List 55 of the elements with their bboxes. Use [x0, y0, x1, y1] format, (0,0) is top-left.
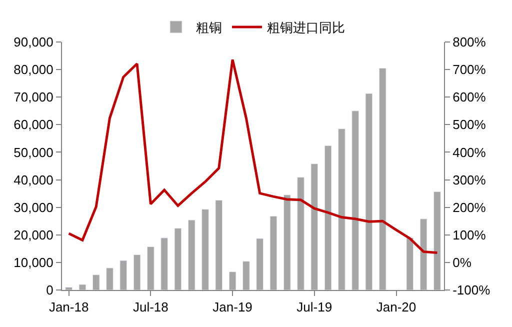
- y2-tick-label: 100%: [452, 227, 486, 242]
- bar: [78, 284, 86, 290]
- y-tick-label: 30,000: [14, 200, 54, 215]
- y-tick-label: 20,000: [14, 227, 54, 242]
- y-tick-label: 80,000: [14, 62, 54, 78]
- x-tick-label: Jul-19: [296, 300, 332, 315]
- bar: [106, 268, 114, 290]
- bar: [202, 209, 209, 290]
- y2-tick-label: 200%: [452, 200, 486, 215]
- y2-tick-label: 0%: [452, 254, 472, 270]
- y-tick-label: 60,000: [14, 117, 54, 132]
- bar: [147, 246, 154, 290]
- bar: [378, 68, 386, 290]
- bar: [188, 220, 196, 290]
- bar: [65, 286, 72, 290]
- y2-tick-label: 800%: [452, 34, 486, 50]
- bar: [434, 191, 441, 290]
- bar: [297, 177, 304, 290]
- legend-label: 粗铜进口同比: [267, 20, 345, 36]
- bar: [338, 128, 346, 290]
- x-tick-label: Jul-18: [132, 300, 168, 315]
- line-series: [68, 58, 438, 254]
- y2-tick-label: 500%: [452, 117, 486, 132]
- bar: [270, 216, 278, 290]
- bar: [406, 237, 414, 290]
- bar: [283, 194, 291, 290]
- x-tick-label: Jan-20: [376, 300, 416, 315]
- x-tick-label: Jan-18: [48, 300, 89, 315]
- y2-tick-label: -100%: [452, 282, 491, 298]
- bar: [160, 238, 168, 290]
- bar: [174, 228, 182, 290]
- bar: [324, 145, 332, 290]
- bar: [92, 274, 100, 290]
- y-tick-label: 70,000: [14, 90, 54, 105]
- bar: [310, 164, 318, 290]
- legend-label: 粗铜: [196, 20, 222, 36]
- y-tick-label: 40,000: [14, 172, 54, 188]
- bar: [242, 261, 250, 290]
- bar: [365, 93, 373, 290]
- y-tick-label: 0: [46, 282, 54, 298]
- y2-tick-label: 400%: [452, 144, 486, 160]
- y-tick-label: 90,000: [14, 34, 54, 50]
- y-tick-label: 10,000: [14, 254, 54, 270]
- x-tick-label: Jan-19: [212, 300, 252, 315]
- bar: [352, 110, 359, 290]
- y-tick-label: 50,000: [14, 144, 54, 160]
- y2-tick-label: 600%: [452, 90, 486, 105]
- bar: [228, 272, 236, 290]
- bar: [420, 218, 428, 290]
- bar: [120, 260, 128, 290]
- bar: [256, 238, 264, 290]
- y2-tick-label: 300%: [452, 172, 486, 188]
- bar: [215, 200, 223, 290]
- y2-tick-label: 700%: [452, 62, 486, 78]
- bar: [133, 254, 141, 290]
